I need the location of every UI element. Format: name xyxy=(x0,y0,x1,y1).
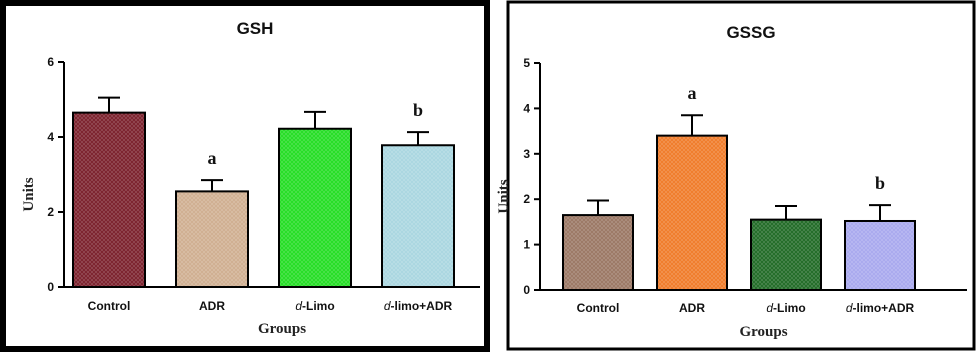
bar xyxy=(381,144,455,288)
x-tick-label: d-limo+ADR xyxy=(384,299,453,313)
significance-label: a xyxy=(208,148,217,168)
y-tick-label: 4 xyxy=(47,130,54,144)
gssg-chart-svg: GSSG 0 1 2 3 4 5 Units Control a ADR d-Limo b d-limo+… xyxy=(496,0,976,351)
bar xyxy=(175,190,249,288)
bar xyxy=(844,219,916,292)
y-tick-label: 0 xyxy=(47,280,54,294)
gsh-chart-svg: GSH 0 2 4 6 Units Control a ADR d-Limo b d-limo+ADR… xyxy=(0,0,490,352)
bar xyxy=(278,127,352,288)
x-axis-label: Groups xyxy=(739,324,787,340)
x-tick-label: Control xyxy=(88,299,131,313)
chart-title: GSSG xyxy=(726,23,775,42)
bar xyxy=(750,218,822,292)
bar xyxy=(562,214,634,291)
chart-frame xyxy=(506,0,976,351)
y-tick-label: 4 xyxy=(523,101,530,115)
y-tick-label: 0 xyxy=(523,283,530,297)
significance-label: a xyxy=(688,83,697,103)
y-tick-label: 3 xyxy=(523,147,530,161)
significance-label: b xyxy=(875,173,885,193)
x-tick-label: d-limo+ADR xyxy=(846,301,915,315)
x-axis-label: Groups xyxy=(258,321,306,337)
y-axis-label: Units xyxy=(496,179,512,213)
significance-label: b xyxy=(413,100,423,120)
y-axis-label: Units xyxy=(21,177,37,211)
x-tick-label: Control xyxy=(577,301,620,315)
y-tick-label: 2 xyxy=(523,192,530,206)
bar xyxy=(656,134,728,291)
x-tick-label: d-Limo xyxy=(295,299,334,313)
chart-panel-gssg: GSSG 0 1 2 3 4 5 Units Control a ADR d-Limo b d-limo+… xyxy=(490,0,977,352)
bar xyxy=(72,111,146,288)
y-tick-label: 2 xyxy=(47,205,54,219)
y-tick-label: 1 xyxy=(523,238,530,252)
x-tick-label: ADR xyxy=(199,299,225,313)
chart-title: GSH xyxy=(237,19,274,38)
x-tick-label: ADR xyxy=(679,301,705,315)
y-tick-label: 5 xyxy=(523,56,530,70)
y-tick-label: 6 xyxy=(47,55,54,69)
x-tick-label: d-Limo xyxy=(766,301,805,315)
chart-panel-gsh: GSH 0 2 4 6 Units Control a ADR d-Limo b d-limo+ADR… xyxy=(0,0,490,352)
